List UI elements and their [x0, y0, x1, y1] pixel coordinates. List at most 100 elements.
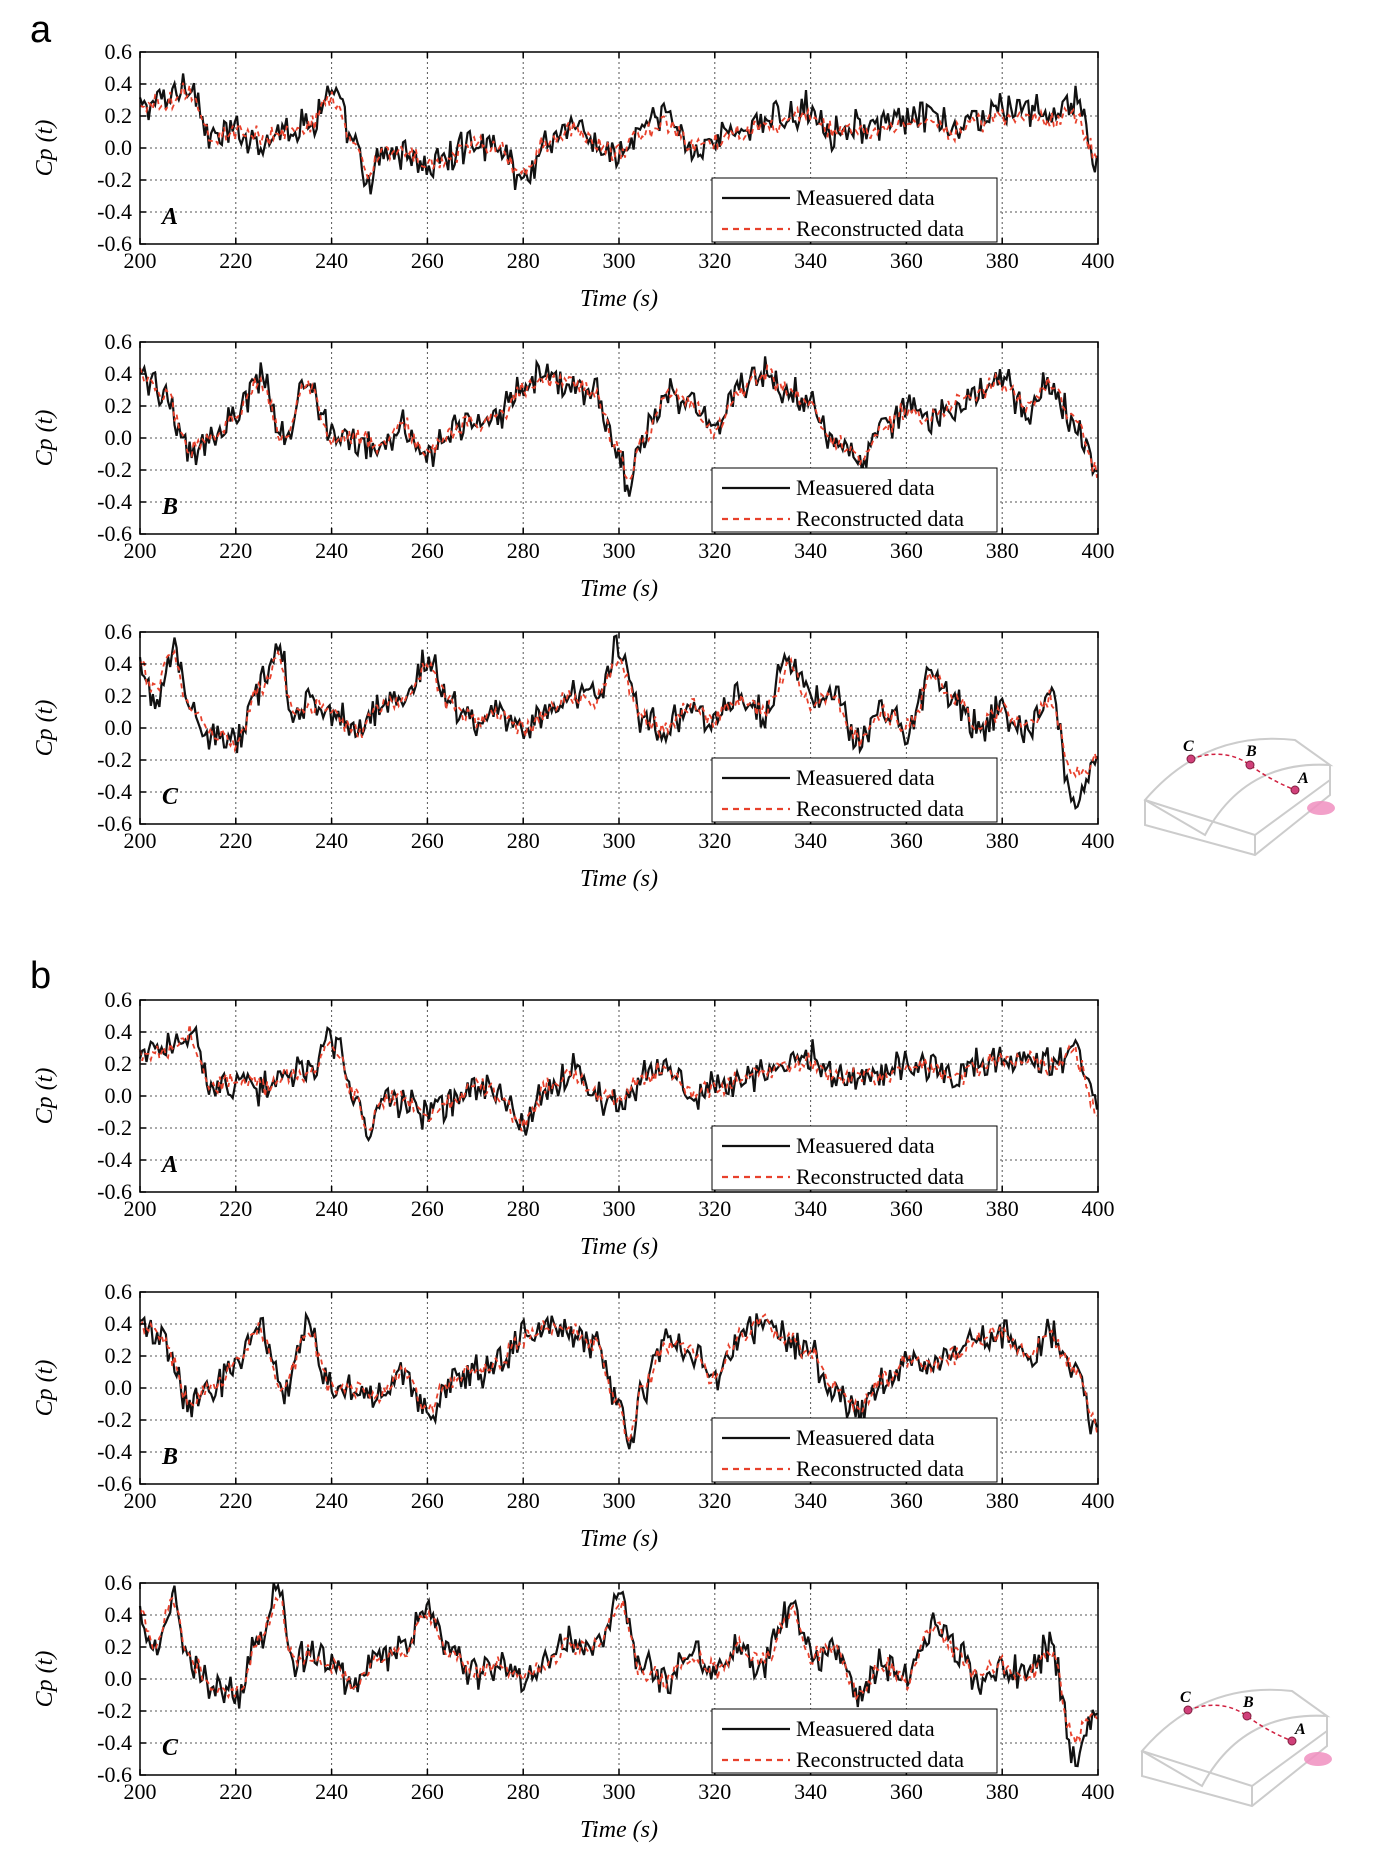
- x-tick-label: 320: [698, 828, 731, 853]
- x-tick-label: 320: [698, 1196, 731, 1221]
- x-tick-label: 200: [124, 248, 157, 273]
- x-tick-label: 400: [1082, 828, 1115, 853]
- x-tick-label: 200: [124, 1488, 157, 1513]
- legend-label: Measuered data: [796, 765, 935, 790]
- x-tick-label: 200: [124, 1196, 157, 1221]
- x-tick-label: 260: [411, 828, 444, 853]
- subplot-point-label: C: [162, 784, 179, 810]
- building-inset-a: C B A: [1143, 737, 1335, 857]
- legend-label: Reconstructed data: [796, 796, 964, 821]
- measured-data-line: [139, 1310, 1099, 1450]
- x-tick-label: 300: [603, 538, 636, 563]
- point-a-marker: [1290, 785, 1300, 795]
- chart-b-C: 200 220 240 260 280 300 320 340 360 380 400 0.6 0.4 0…: [32, 1570, 1115, 1843]
- y-tick-label: -0.2: [97, 167, 132, 192]
- y-axis-label: Cp (t): [32, 1651, 58, 1708]
- legend-label: Measuered data: [796, 1425, 935, 1450]
- y-tick-label: 0.4: [105, 1019, 133, 1044]
- x-tick-label: 360: [890, 248, 923, 273]
- legend-label: Measuered data: [796, 1716, 935, 1741]
- legend-box: [711, 757, 998, 823]
- x-tick-label: 280: [507, 828, 540, 853]
- y-tick-label: -0.4: [97, 199, 132, 224]
- measured-data-line: [138, 1582, 1098, 1768]
- chart-a-C: 200 220 240 260 280 300 320 340 360 380 400 0.6 0.4 0…: [32, 619, 1115, 892]
- y-tick-label: 0.2: [105, 683, 133, 708]
- measured-data-line: [138, 634, 1099, 811]
- charts-group: 200 220 240 260 280 300 320 340 360 380 400 0.6 0.4 0…: [32, 39, 1115, 1843]
- x-tick-label: 320: [698, 248, 731, 273]
- legend-label: Reconstructed data: [796, 216, 964, 241]
- x-tick-label: 280: [507, 248, 540, 273]
- x-tick-label: 280: [507, 1779, 540, 1804]
- building-inset-b: C B A: [1140, 1688, 1332, 1808]
- x-axis-label: Time (s): [580, 1817, 658, 1843]
- x-tick-label: 240: [315, 248, 348, 273]
- x-tick-label: 260: [411, 1779, 444, 1804]
- point-c-marker: [1186, 754, 1196, 764]
- y-tick-label: -0.4: [97, 1730, 132, 1755]
- wind-arrow-icon: [1307, 801, 1335, 815]
- measured-data-line: [138, 1024, 1099, 1143]
- panel-label-b: b: [30, 955, 51, 997]
- y-tick-label: 0.6: [105, 1570, 133, 1595]
- reconstructed-data-line: [139, 1024, 1098, 1132]
- y-axis-label: Cp (t): [32, 1360, 58, 1417]
- x-tick-label: 340: [794, 1488, 827, 1513]
- subplot-point-label: B: [161, 494, 178, 520]
- y-tick-label: 0.6: [105, 1279, 133, 1304]
- y-tick-label: -0.4: [97, 1439, 132, 1464]
- x-tick-label: 400: [1082, 1488, 1115, 1513]
- subplot-point-label: B: [161, 1444, 178, 1470]
- y-tick-label: 0.0: [105, 1083, 133, 1108]
- reconstructed-data-line: [139, 363, 1098, 482]
- x-tick-label: 220: [219, 828, 252, 853]
- point-b-marker: [1242, 1711, 1252, 1721]
- x-tick-label: 220: [219, 1196, 252, 1221]
- y-tick-label: 0.2: [105, 1051, 133, 1076]
- y-tick-label: -0.2: [97, 747, 132, 772]
- y-tick-label: -0.6: [97, 1471, 132, 1496]
- x-tick-label: 380: [986, 248, 1019, 273]
- y-axis-label: Cp (t): [32, 700, 58, 757]
- y-axis-label: Cp (t): [32, 120, 58, 177]
- roof-shape: [1140, 1688, 1331, 1788]
- y-axis-label: Cp (t): [32, 410, 58, 467]
- y-tick-label: 0.6: [105, 329, 133, 354]
- measured-data-line: [139, 356, 1098, 497]
- reconstructed-data-line: [139, 82, 1098, 183]
- inset-label-c: C: [1183, 738, 1194, 755]
- chart-b-A: 200 220 240 260 280 300 320 340 360 380 400 0.6 0.4 0…: [32, 987, 1115, 1260]
- x-tick-label: 200: [124, 1779, 157, 1804]
- roof-shape: [1143, 737, 1334, 837]
- y-tick-label: -0.2: [97, 1698, 132, 1723]
- subplot-point-label: C: [162, 1735, 179, 1761]
- x-tick-label: 320: [698, 538, 731, 563]
- y-tick-label: 0.6: [105, 619, 133, 644]
- subplot-point-label: A: [160, 204, 178, 230]
- legend-label: Reconstructed data: [796, 506, 964, 531]
- inset-label-b: B: [1245, 743, 1257, 760]
- x-tick-label: 340: [794, 828, 827, 853]
- chart-a-A: 200 220 240 260 280 300 320 340 360 380 400 0.6 0.4 0…: [32, 39, 1115, 312]
- point-a-marker: [1287, 1736, 1297, 1746]
- x-axis-label: Time (s): [580, 286, 658, 312]
- y-tick-label: -0.6: [97, 1179, 132, 1204]
- y-tick-label: 0.2: [105, 1343, 133, 1368]
- y-tick-label: 0.4: [105, 361, 133, 386]
- x-tick-label: 300: [603, 1196, 636, 1221]
- subplot-point-label: A: [160, 1152, 178, 1178]
- y-tick-label: 0.0: [105, 715, 133, 740]
- x-tick-label: 200: [124, 828, 157, 853]
- x-tick-label: 280: [507, 1488, 540, 1513]
- inset-label-a: A: [1294, 1721, 1306, 1738]
- wind-arrow-icon: [1304, 1752, 1332, 1766]
- x-tick-label: 340: [794, 1196, 827, 1221]
- x-tick-label: 300: [603, 1488, 636, 1513]
- x-tick-label: 200: [124, 538, 157, 563]
- x-axis-label: Time (s): [580, 576, 658, 602]
- x-tick-label: 400: [1082, 1196, 1115, 1221]
- reconstructed-data-line: [139, 1313, 1098, 1446]
- y-tick-label: -0.4: [97, 489, 132, 514]
- legend: Measuered data Reconstructed data: [711, 1708, 998, 1774]
